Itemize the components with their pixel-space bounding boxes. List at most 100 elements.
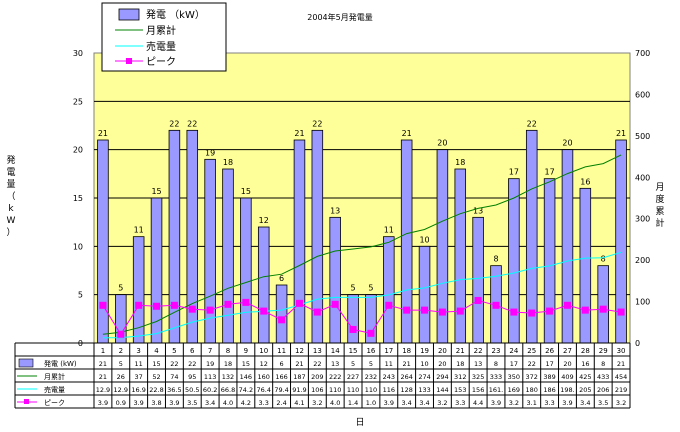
y-tick-right-label: 400	[635, 173, 650, 182]
x-tick-label: 13	[313, 347, 322, 355]
table-cell: 60.2	[203, 386, 217, 394]
table-cell: 4.4	[473, 399, 483, 407]
bar	[97, 139, 109, 344]
x-tick-label: 2	[119, 347, 123, 355]
table-cell: 74.2	[239, 386, 253, 394]
x-tick-label: 28	[581, 347, 590, 355]
table-cell: 8	[494, 360, 498, 368]
x-tick-label: 21	[456, 347, 465, 355]
x-tick-label: 17	[384, 347, 393, 355]
bar-data-label: 5	[368, 284, 373, 293]
table-cell: 21	[99, 360, 107, 368]
bar	[204, 158, 216, 344]
table-cell: 12.9	[96, 386, 110, 394]
bar-data-label: 11	[384, 226, 394, 235]
table-cell: 19	[206, 360, 214, 368]
table-cell: 3.9	[491, 399, 501, 407]
peak-markers	[99, 296, 625, 338]
bar	[168, 129, 181, 344]
table-cell: 133	[418, 386, 430, 394]
bar	[240, 197, 252, 344]
table-cell: 209	[311, 373, 323, 381]
table-cell: 161.	[489, 386, 503, 394]
bar	[561, 149, 574, 344]
table-bar-swatch	[18, 358, 34, 368]
peak-marker	[421, 306, 429, 314]
table-cell: 5	[369, 360, 373, 368]
y-axis-right-label-char: 月	[655, 182, 664, 193]
bar-data-label: 11	[134, 226, 144, 235]
bar-data-label: 6	[279, 274, 284, 283]
table-cell: 264	[400, 373, 412, 381]
bar	[597, 265, 609, 344]
peak-marker	[385, 301, 393, 309]
table-cell: 110	[365, 386, 377, 394]
y-axis-left-ticks: 051015202530	[73, 49, 83, 348]
table-cell: 106	[311, 386, 323, 394]
legend-label: ピーク	[146, 56, 176, 68]
table-cell: 4.1	[294, 399, 304, 407]
x-tick-label: 14	[331, 347, 340, 355]
table-cell: 21	[295, 360, 303, 368]
x-tick-label: 30	[617, 347, 626, 355]
x-tick-label: 19	[420, 347, 429, 355]
table-cell: 3.4	[580, 399, 590, 407]
bar	[508, 178, 520, 344]
peak-marker	[349, 325, 357, 333]
table-cell: 21	[403, 360, 411, 368]
peak-marker	[188, 305, 196, 313]
y-tick-right-label: 200	[635, 256, 650, 265]
bar-data-label: 17	[545, 168, 555, 177]
x-tick-label: 10	[259, 347, 268, 355]
table-cell: 3.3	[544, 399, 554, 407]
table-cell: 3.9	[169, 399, 179, 407]
sales-line	[102, 251, 622, 339]
y-axis-right-ticks: 0 100 200 300 400 500 600 700	[635, 49, 650, 348]
y-tick-right-label: 500	[635, 132, 650, 141]
table-cell: 1.0	[366, 399, 376, 407]
bar-data-label: 15	[151, 187, 161, 196]
table-cell: 166	[275, 373, 287, 381]
peak-marker	[260, 307, 268, 315]
table-cell: 11	[385, 360, 393, 368]
y-tick-left-label: 10	[73, 242, 83, 251]
table-cell: 16.9	[131, 386, 145, 394]
bar	[418, 245, 431, 344]
peak-marker	[278, 316, 286, 324]
data-table: 1 2 3 4 5 6 7 8 9 10 11 12 13 14 15 16 17 18 19 20 21 22 23 24 2…	[14, 342, 631, 409]
y-tick-right-label: 300	[635, 215, 650, 224]
table-cell: 76.4	[256, 386, 270, 394]
peak-marker	[617, 308, 625, 316]
table-cell: 0.9	[116, 399, 126, 407]
table-cell: 22	[188, 360, 196, 368]
table-cell: 15	[242, 360, 250, 368]
peak-marker	[313, 308, 321, 316]
y-axis-left-label-char: k	[8, 204, 14, 214]
table-cell: 160	[258, 373, 270, 381]
table-cell: 50.5	[185, 386, 199, 394]
table-cell: 3.2	[509, 399, 519, 407]
table-cell: 433	[597, 373, 609, 381]
y-tick-left-label: 20	[73, 146, 83, 155]
peak-marker	[224, 300, 232, 308]
peak-marker	[153, 302, 161, 310]
x-tick-label: 20	[438, 347, 447, 355]
table-cell: 3.2	[437, 399, 447, 407]
y-tick-right-label: 100	[635, 298, 650, 307]
y-tick-left-label: 25	[73, 97, 83, 106]
x-tick-label: 1	[101, 347, 105, 355]
table-cell: 22	[313, 360, 321, 368]
x-tick-label: 3	[136, 347, 140, 355]
table-cell: 128	[400, 386, 412, 394]
peak-marker	[510, 308, 518, 316]
bar-data-label: 17	[509, 168, 519, 177]
legend-label: 売電量	[146, 40, 176, 53]
y-axis-left-label-char: ）	[6, 227, 15, 238]
peak-marker	[295, 299, 303, 307]
y-tick-left-label: 30	[73, 49, 83, 58]
x-tick-label: 12	[295, 347, 304, 355]
table-cell: 3.8	[151, 399, 161, 407]
peak-marker	[170, 301, 178, 309]
x-tick-label: 16	[366, 347, 375, 355]
